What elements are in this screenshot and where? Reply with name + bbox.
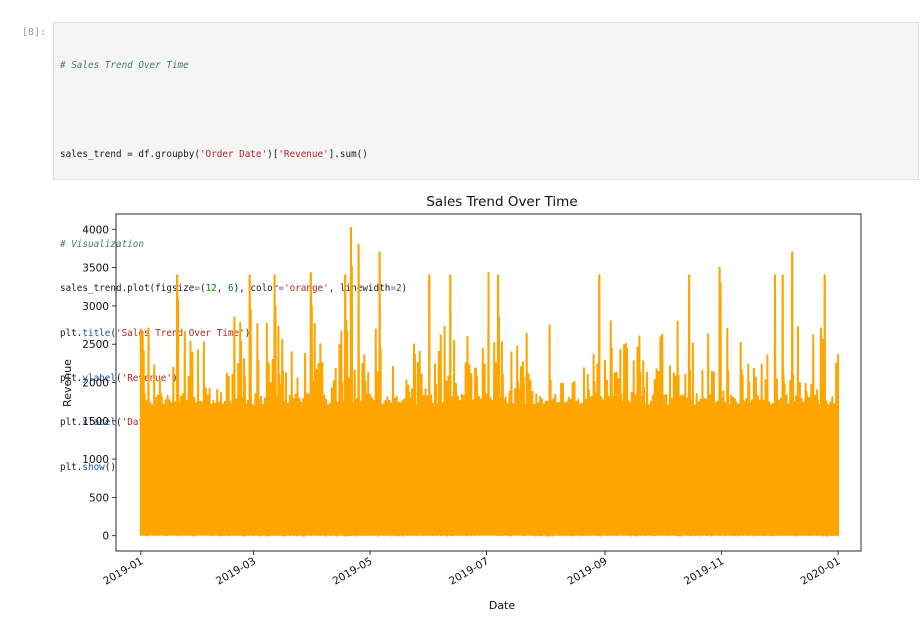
chart-title: Sales Trend Over Time	[426, 194, 577, 210]
code-number: 2	[395, 283, 402, 295]
code-token: )	[244, 328, 251, 340]
y-axis: 0 500 1000 1500 2000 2500 3000 3500 4000	[82, 224, 116, 543]
code-token: plt.	[60, 372, 83, 384]
x-tick-label: 2019-01	[101, 555, 145, 587]
code-string: 'Revenue'	[121, 372, 172, 384]
x-tick-label: 2019-07	[447, 555, 491, 587]
code-token: ), color	[233, 283, 279, 295]
code-cell-editor[interactable]: # Sales Trend Over Time sales_trend = df…	[53, 22, 919, 473]
plot-layer	[139, 226, 840, 537]
code-comment: # Sales Trend Over Time	[60, 59, 189, 71]
code-token: plt.	[60, 462, 83, 474]
x-tick-label: 2020-01	[799, 555, 843, 587]
x-tick-label: 2019-03	[214, 555, 258, 587]
y-tick-label: 3500	[82, 263, 109, 275]
x-tick-label: 2019-05	[331, 555, 375, 587]
code-line: plt.ylabel('Revenue')	[60, 372, 407, 387]
cell-prompt: [8]:	[22, 27, 47, 38]
y-tick-label: 4000	[82, 224, 109, 236]
code-line: # Sales Trend Over Time	[60, 59, 407, 74]
code-lines: # Sales Trend Over Time sales_trend = df…	[60, 29, 407, 506]
x-tick-label: 2019-11	[682, 555, 726, 587]
code-line: sales_trend.plot(figsize=(12, 6), color=…	[60, 282, 407, 297]
y-tick-label: 3000	[82, 301, 109, 313]
code-string: 'Sales Trend Over Time'	[116, 328, 245, 340]
y-tick-label: 0	[102, 531, 109, 543]
code-function: title	[82, 328, 111, 340]
code-token: (	[115, 372, 122, 384]
code-line: # Visualization	[60, 238, 407, 253]
code-token: sales_trend.plot(figsize	[60, 283, 195, 295]
code-operator: =	[390, 283, 396, 295]
code-token: ].sum()	[328, 149, 368, 161]
y-tick-label: 500	[89, 492, 109, 504]
code-token: (	[110, 328, 116, 340]
x-axis: 2019-01 2019-03 2019-05 2019-07 2019-09 2019-…	[101, 551, 843, 588]
y-tick-label: 2500	[82, 339, 109, 351]
code-line: sales_trend = df.groupby('Order Date')['…	[60, 148, 407, 163]
code-function: xlabel	[82, 417, 116, 429]
code-comment: # Visualization	[60, 238, 144, 250]
x-tick-label: 2019-09	[566, 555, 610, 587]
code-token: sales_trend = df.groupby(	[60, 149, 200, 161]
x-axis-label: Date	[489, 599, 516, 612]
y-tick-label: 1500	[82, 416, 109, 428]
code-token: (	[115, 417, 122, 429]
code-token: , linewidth	[328, 283, 391, 295]
y-tick-label: 2000	[82, 378, 109, 390]
code-line: plt.show()	[60, 461, 407, 476]
code-token: plt.	[60, 417, 83, 429]
code-operator: =	[194, 283, 200, 295]
code-number: 6	[227, 283, 234, 295]
code-token: ,	[216, 283, 228, 295]
code-token: )	[171, 372, 178, 384]
code-number: 12	[205, 283, 217, 295]
code-token: )[	[267, 149, 279, 161]
code-token: ()	[104, 462, 116, 474]
code-function: show	[82, 462, 105, 474]
code-line: plt.title('Sales Trend Over Time')	[60, 327, 407, 342]
y-axis-label: Revenue	[61, 359, 74, 407]
code-string: 'Date'	[121, 417, 156, 429]
code-string: 'orange'	[283, 283, 329, 295]
y-tick-label: 1000	[82, 454, 109, 466]
code-operator: =	[278, 283, 284, 295]
code-token: )	[401, 283, 408, 295]
code-function: ylabel	[82, 372, 116, 384]
code-string: 'Order Date'	[199, 149, 268, 161]
code-token: plt.	[60, 328, 83, 340]
code-token: (	[199, 283, 206, 295]
code-string: 'Revenue'	[278, 149, 329, 161]
